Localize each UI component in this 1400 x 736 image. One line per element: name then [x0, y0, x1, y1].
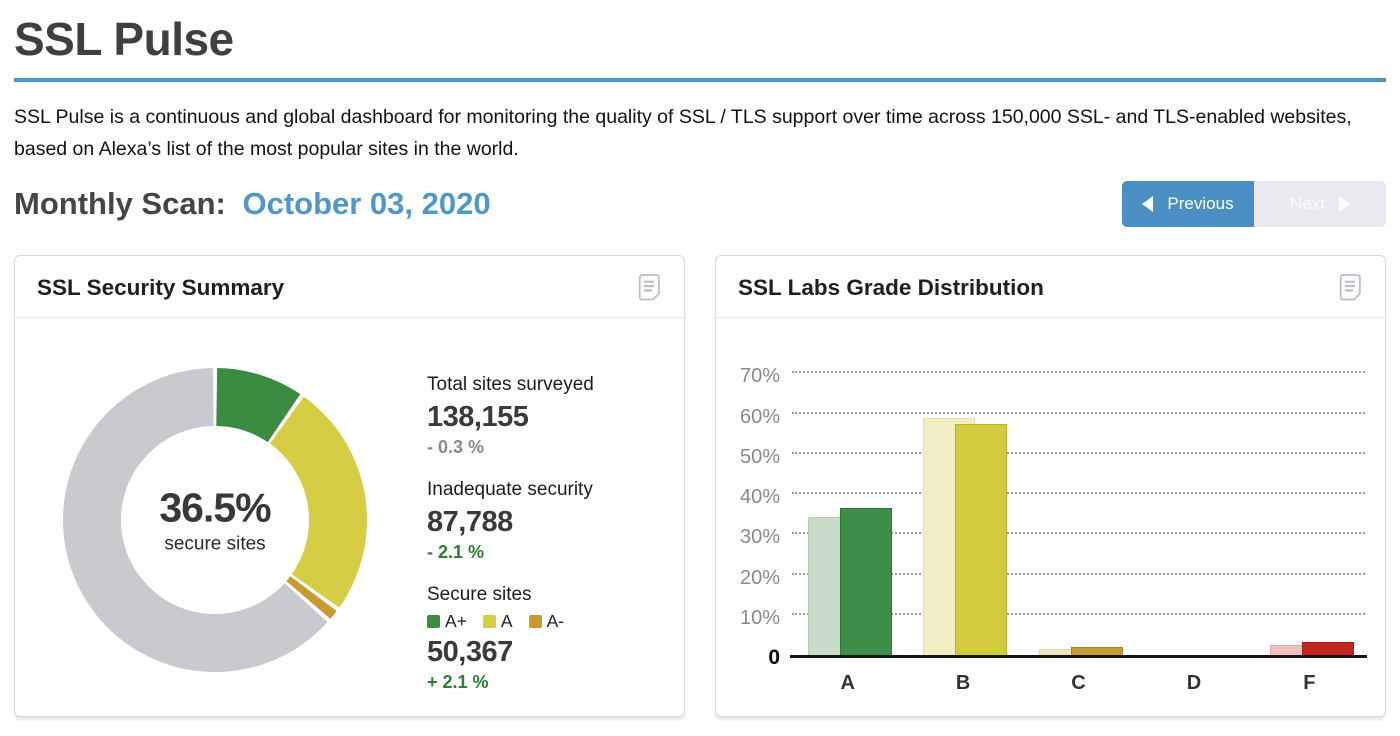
legend-item-a-plus: A+ [427, 611, 467, 632]
x-tick-F: F [1303, 672, 1316, 695]
next-button[interactable]: Next [1254, 181, 1386, 228]
grades-panel-body: 0 10% 20% 30% 40% 50% 60% 70% A B C D F [716, 318, 1385, 695]
scan-date: October 03, 2020 [242, 186, 491, 222]
gridline-10 [792, 612, 1365, 615]
donut-slice-a- [286, 576, 337, 620]
grades-report-document-icon[interactable] [1338, 273, 1363, 302]
gridline-30 [792, 532, 1365, 535]
donut-slice-inadequatesecurity [63, 368, 328, 673]
stat-secure-sites: Secure sites A+ A [427, 584, 594, 693]
donut-slice-a [269, 396, 367, 608]
secure-sites-caption: secure sites [164, 533, 266, 555]
previous-button-label: Previous [1167, 194, 1234, 214]
grade-a-swatch [482, 615, 496, 629]
summary-report-document-icon[interactable] [637, 273, 662, 302]
stat-change: + 2.1 % [427, 672, 489, 693]
page-description: SSL Pulse is a continuous and global das… [14, 106, 1352, 160]
y-tick-40: 40% [739, 486, 780, 509]
previous-button[interactable]: Previous [1122, 181, 1254, 228]
donut-chart: 36.5% secure sites [49, 354, 381, 686]
bar-C-current [1070, 646, 1123, 656]
legend-item-a: A [482, 611, 513, 632]
bar-B-current [955, 424, 1008, 656]
grades-panel-header: SSL Labs Grade Distribution [716, 256, 1385, 319]
stat-value: 50,367 [427, 636, 513, 669]
summary-panel-body: 36.5% secure sites Total sites surveyed … [15, 318, 684, 728]
donut-slice-a+ [216, 368, 301, 443]
bar-chart-y-axis: 0 10% 20% 30% 40% 50% 60% 70% [728, 356, 790, 669]
bar-chart-plot-area [790, 356, 1367, 659]
summary-stats: Total sites surveyed 138,155 - 0.3 % Ina… [427, 332, 594, 714]
gridline-20 [792, 572, 1365, 575]
x-tick-B: B [955, 672, 971, 695]
summary-panel-title: SSL Security Summary [37, 274, 285, 300]
title-divider [14, 78, 1386, 82]
stat-total-sites: Total sites surveyed 138,155 - 0.3 % [427, 374, 594, 458]
y-tick-30: 30% [739, 526, 780, 549]
donut-chart-svg [63, 368, 367, 673]
stat-change: - 2.1 % [427, 542, 485, 563]
previous-arrow-icon [1142, 196, 1154, 213]
secure-sites-percentage: 36.5% [159, 484, 271, 531]
donut-center-label: 36.5% secure sites [125, 485, 305, 556]
legend-label: A+ [445, 611, 467, 632]
y-tick-60: 60% [739, 405, 780, 428]
stat-label: Total sites surveyed [427, 374, 594, 396]
grade-distribution-panel: SSL Labs Grade Distribution 0 10% 20% 30% 40… [715, 255, 1386, 718]
stat-change: - 0.3 % [427, 437, 485, 458]
y-tick-50: 50% [739, 445, 780, 468]
scan-row: Monthly Scan: October 03, 2020 Previous … [14, 181, 1386, 228]
stat-value: 138,155 [427, 401, 529, 434]
ssl-security-summary-panel: SSL Security Summary 36.5% secure sites [14, 255, 685, 718]
y-tick-70: 70% [739, 365, 780, 388]
grade-a-plus-swatch [427, 615, 440, 629]
scan-label: Monthly Scan: [14, 186, 226, 222]
gridline-60 [792, 411, 1365, 414]
summary-panel-header: SSL Security Summary [15, 256, 684, 319]
stat-label: Inadequate security [427, 479, 593, 501]
monthly-scan-heading: Monthly Scan: October 03, 2020 [14, 186, 491, 222]
x-tick-C: C [1071, 672, 1086, 695]
legend-label: A [500, 611, 513, 632]
stat-value: 87,788 [427, 506, 513, 539]
scan-nav-buttons: Previous Next [1122, 181, 1386, 228]
legend-label: A- [546, 611, 565, 632]
stat-label: Secure sites [427, 584, 532, 606]
x-tick-A: A [840, 672, 855, 695]
stat-inadequate-security: Inadequate security 87,788 - 2.1 % [427, 479, 594, 563]
grade-legend: A+ A A- [427, 611, 594, 632]
ssl-pulse-page: SSL Pulse SSL Pulse is a continuous and … [14, 13, 1386, 718]
legend-item-a-minus: A- [528, 611, 565, 632]
grades-panel-title: SSL Labs Grade Distribution [738, 274, 1044, 300]
y-tick-0: 0 [768, 646, 780, 670]
gridline-40 [792, 492, 1365, 495]
gridline-70 [792, 371, 1365, 374]
bar-F-current [1301, 642, 1354, 656]
grade-a-minus-swatch [528, 615, 542, 629]
page-title: SSL Pulse [14, 13, 234, 65]
dashboard-panels: SSL Security Summary 36.5% secure sites [14, 255, 1386, 718]
y-tick-20: 20% [739, 566, 780, 589]
gridline-50 [792, 451, 1365, 454]
y-tick-10: 10% [739, 606, 780, 629]
next-button-label: Next [1290, 194, 1325, 214]
next-arrow-icon [1338, 196, 1350, 213]
x-tick-D: D [1186, 672, 1202, 695]
bar-A-current [840, 508, 892, 656]
